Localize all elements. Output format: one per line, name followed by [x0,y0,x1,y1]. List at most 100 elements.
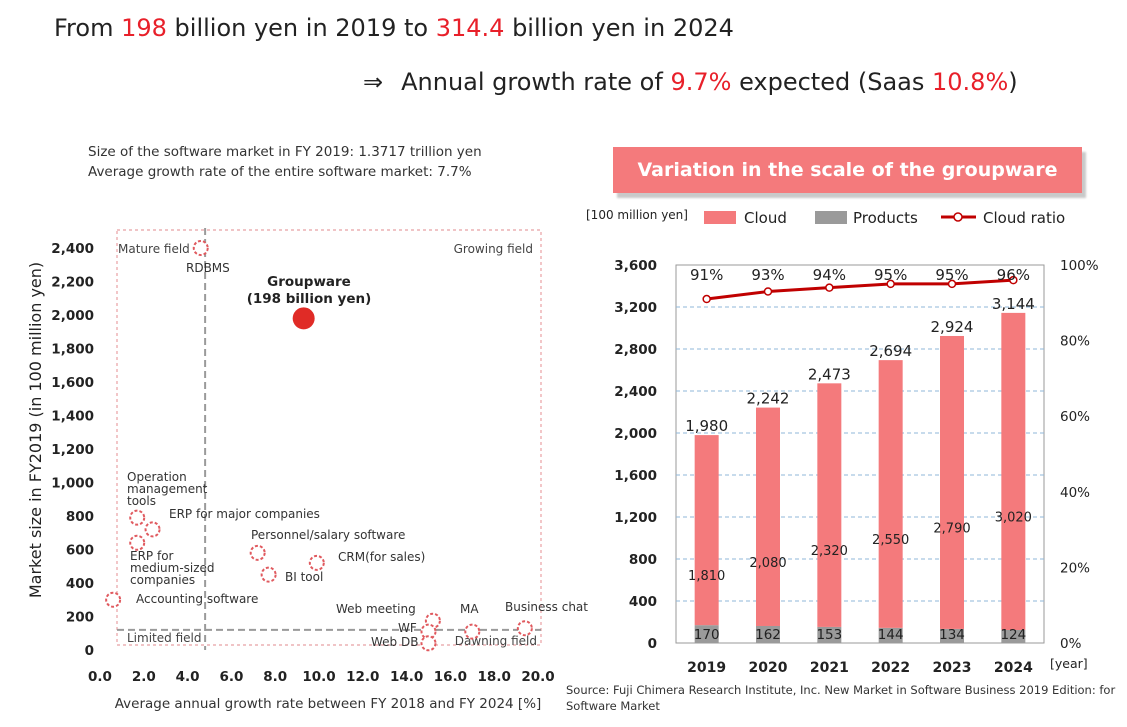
data-point [260,566,277,583]
headline-value-2019: 198 [121,14,167,42]
products-bar [1001,629,1026,643]
scatter-chart: 0 200 400 600 800 1,000 1,200 1,400 1,600 1,800 2,… [26,228,588,712]
cloud-bar [940,335,964,629]
y-tick-label: 3,600 [614,258,657,274]
data-point [516,620,533,637]
products-value-label: 144 [878,627,904,643]
cloud-value-label: 2,080 [749,556,786,571]
x-tick-label: 2023 [933,660,972,676]
saas-growth-value: 10.8% [932,68,1009,96]
groupware-point [292,307,315,330]
cloud-ratio-line [706,278,1014,301]
y2-tick-label: 20% [1060,560,1090,576]
y-tick-label: 400 [629,594,657,610]
y-tick-label: 1,000 [51,476,94,492]
point-label: Web DB [371,635,418,649]
y-tick-label: 2,400 [51,241,94,257]
y-tick-label: 1,600 [51,375,94,391]
headline-text: From [54,14,122,42]
products-bar [817,626,842,643]
y-tick-label: 2,000 [614,426,657,442]
implies-arrow-icon: ⇒ [363,68,384,96]
cloud-bar [694,435,719,626]
cloud-value-label: 2,550 [872,533,909,548]
legend-label-cloud-ratio: Cloud ratio [983,209,1065,227]
point-label: BI tool [285,570,323,584]
products-bar [878,627,903,643]
cloud-value-label: 3,020 [995,510,1032,525]
y2-tick-label: 40% [1060,485,1090,501]
cloud-ratio-point [1009,275,1018,285]
point-label: Web meeting [336,602,416,616]
y-tick-label: 1,200 [51,442,94,458]
quadrant-label-mature: Mature field [118,242,190,256]
y-tick-label: 1,600 [614,468,657,484]
cloud-bar [817,383,842,627]
x-tick-label: 20.0 [521,669,554,685]
legend-swatch-products [815,211,847,224]
total-value-label: 2,924 [931,318,974,336]
cloud-value-label: 1,810 [688,569,725,584]
y-tick-label: 800 [66,509,94,525]
point-label: Accounting software [136,592,258,606]
products-bar [940,628,964,643]
point-label: tools [127,494,156,508]
headline-text: Annual growth rate of [401,68,671,96]
headline-text: expected (Saas [731,68,932,96]
market-size-note: Size of the software market in FY 2019: … [88,144,482,160]
cloud-ratio-point [702,294,711,304]
x-tick-label: 2022 [871,660,910,676]
x-tick-label: 0.0 [88,669,112,685]
products-value-label: 162 [755,627,781,643]
groupware-value-label: (198 billion yen) [247,291,372,307]
y-tick-label: 200 [66,610,94,626]
point-label: Personnel/salary software [251,528,405,542]
cloud-ratio-point [947,279,957,289]
x-tick-label: 2020 [749,660,788,676]
cloud-ratio-point [886,279,895,289]
headline-value-2024: 314.4 [435,14,505,42]
point-label: medium-sized [130,561,215,575]
y-tick-label: 3,200 [614,300,657,316]
y-tick-label: 2,200 [51,275,94,291]
growth-rate-note: Average growth rate of the entire softwa… [88,164,472,180]
x-tick-label: 8.0 [263,669,287,685]
cloud-ratio-label: 91% [690,266,723,284]
cloud-ratio-point [825,283,834,292]
source-note: Source: Fuji Chimera Research Institute,… [566,683,1116,713]
point-label: RDBMS [186,261,230,275]
y-tick-label: 0 [85,643,94,659]
products-value-label: 153 [816,627,842,643]
legend-swatch-cloud [704,211,736,224]
y2-tick-label: 60% [1060,409,1090,425]
data-point [192,240,209,256]
products-value-label: 170 [694,627,720,643]
unit-label: [100 million yen] [586,208,688,222]
cloud-ratio-point [763,287,773,296]
point-label: management [127,482,208,496]
y-tick-label: 2,800 [614,342,657,358]
y-tick-label: 1,800 [51,342,94,358]
x-axis-unit-label: [year] [1050,656,1088,671]
cloud-bar [756,407,780,626]
y-axis-title: Market size in FY2019 (in 100 million ye… [26,262,45,598]
y-tick-label: 1,200 [614,510,657,526]
y-tick-label: 1,400 [51,409,94,425]
total-value-label: 2,473 [808,365,851,383]
data-point [105,591,122,608]
data-point [129,509,146,526]
data-point [129,534,146,551]
legend-label-products: Products [853,209,918,227]
data-point [420,635,437,652]
point-label: companies [130,573,195,587]
x-tick-label: 14.0 [390,669,423,685]
x-tick-label: 10.0 [302,669,335,685]
y-tick-label: 0 [648,636,657,652]
products-bar [694,625,719,643]
growth-rate-value: 9.7% [670,68,732,96]
total-value-label: 2,242 [747,390,790,408]
headline-text: billion yen in 2024 [504,14,734,42]
point-label: Operation [127,470,187,484]
y2-tick-label: 80% [1060,334,1090,350]
x-tick-label: 2024 [994,660,1033,676]
